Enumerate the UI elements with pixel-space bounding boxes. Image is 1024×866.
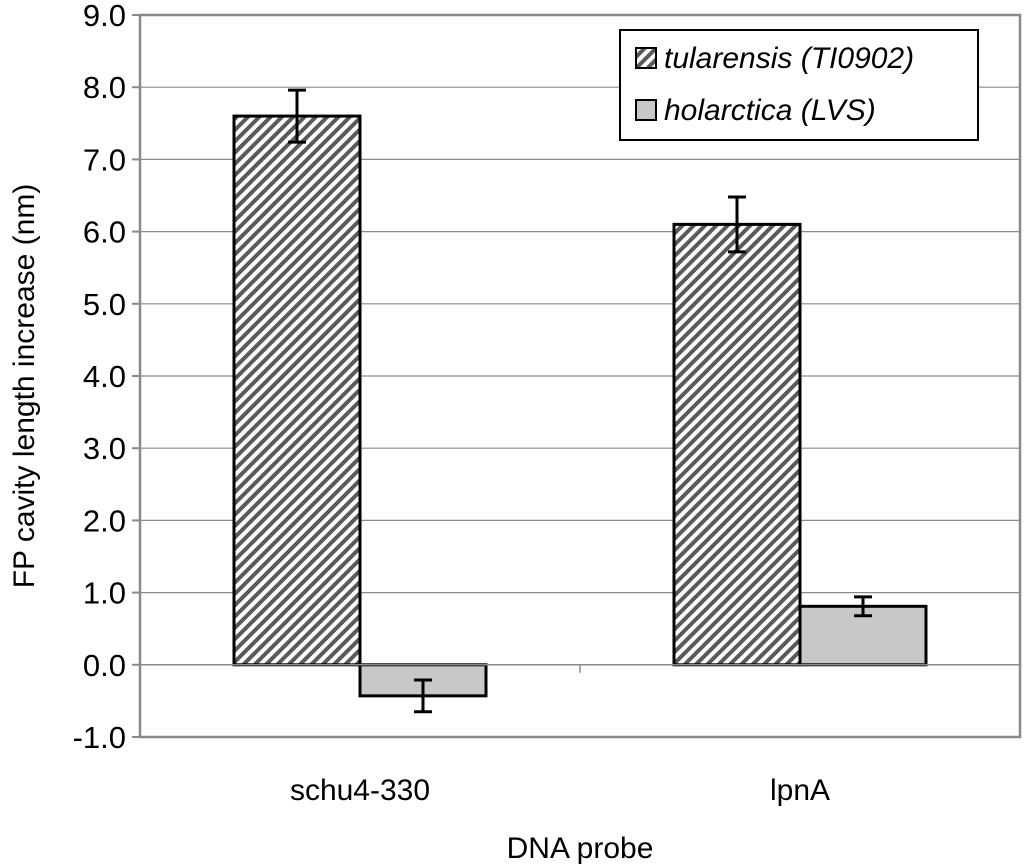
legend-label: holarctica (LVS) <box>664 94 876 127</box>
y-tick-label: 1.0 <box>83 576 126 611</box>
x-category-label: lpnA <box>770 774 830 807</box>
plot-area-frame <box>138 13 1022 739</box>
y-axis-title: FP cavity length increase (nm) <box>8 184 41 589</box>
bar-tularensis-schu4-330 <box>232 114 362 667</box>
y-tick-label: 6.0 <box>83 215 126 250</box>
legend-swatch <box>635 47 657 69</box>
y-tick-label: 3.0 <box>83 431 126 466</box>
y-tick-label: -1.0 <box>73 720 126 755</box>
y-tick-label: 8.0 <box>83 70 126 105</box>
x-category-label: schu4-330 <box>290 774 430 807</box>
y-tick-label: 0.0 <box>83 648 126 683</box>
y-tick-label: 4.0 <box>83 359 126 394</box>
y-tick-label: 7.0 <box>83 142 126 177</box>
legend-swatch <box>635 99 657 121</box>
bar-tularensis-lpnA <box>672 222 802 667</box>
y-tick-label: 9.0 <box>83 0 126 33</box>
y-tick-label: 2.0 <box>83 503 126 538</box>
legend-label: tularensis (TI0902) <box>664 42 914 75</box>
legend-box <box>619 29 979 141</box>
y-tick-label: 5.0 <box>83 287 126 322</box>
x-axis-title: DNA probe <box>507 832 654 865</box>
